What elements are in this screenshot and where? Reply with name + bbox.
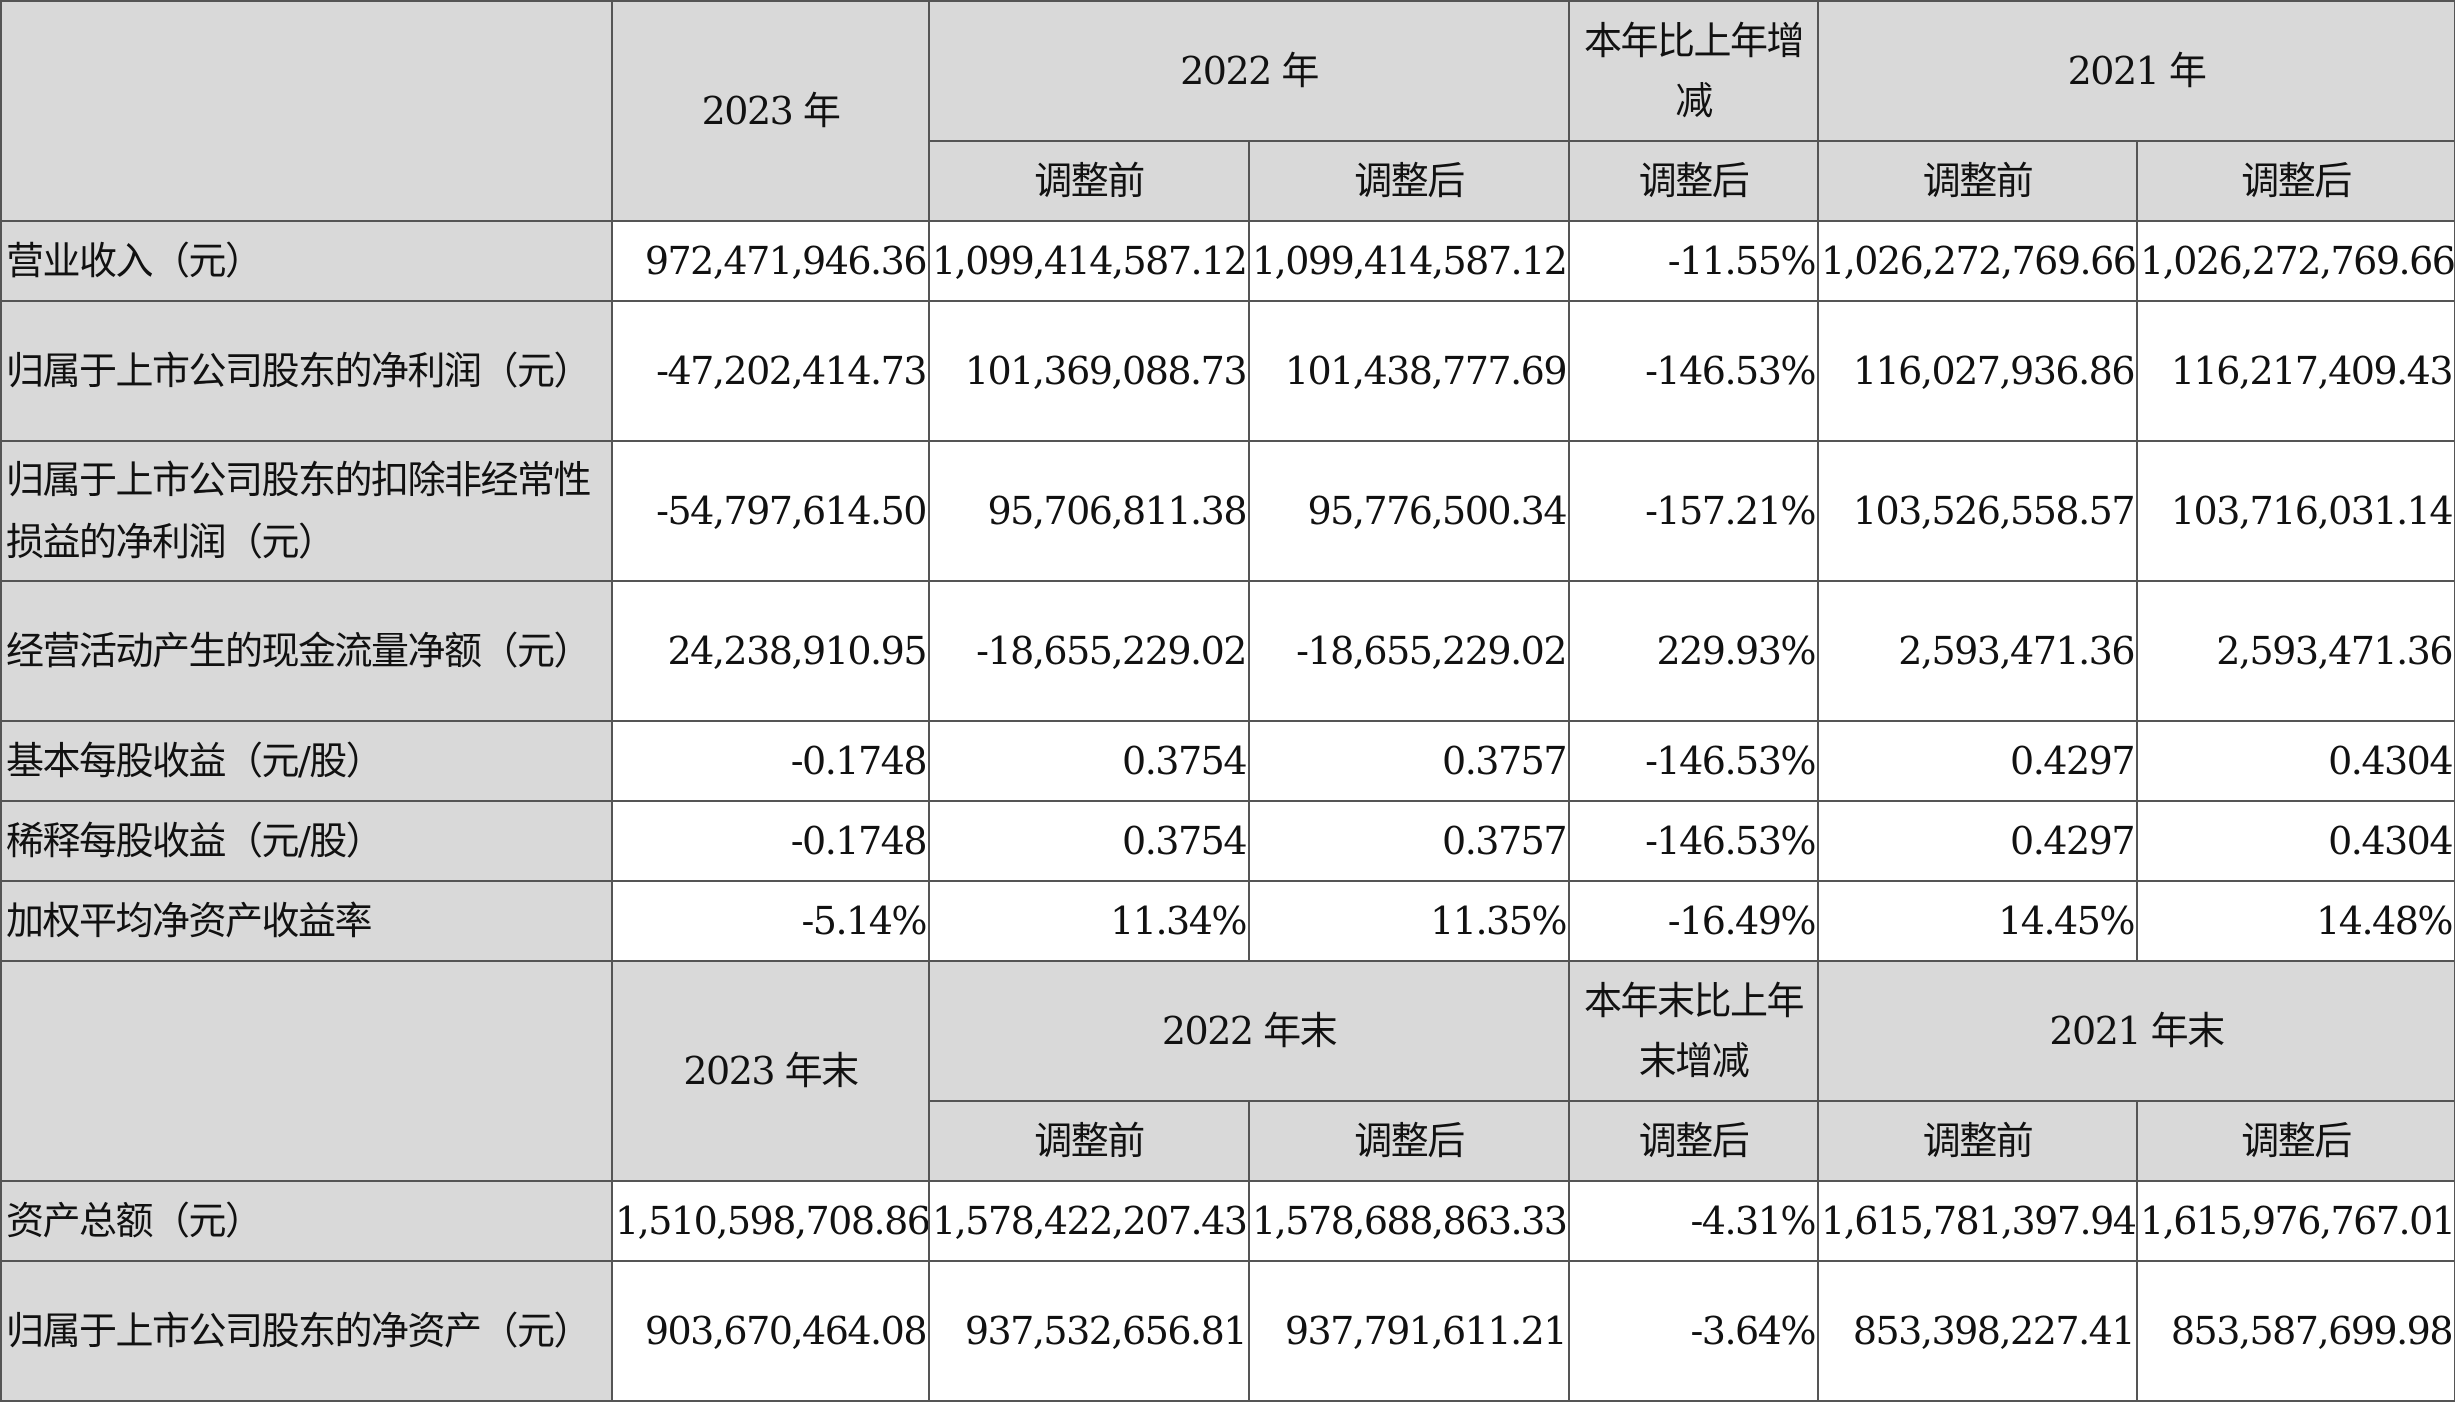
header-yearend-2021-after: 调整后: [2136, 1100, 2455, 1182]
header-year-2022: 2022 年: [927, 0, 1571, 142]
cell-2023: -54,797,614.50: [611, 440, 930, 582]
cell-2021-after: 853,587,699.98: [2136, 1260, 2455, 1402]
cell-2022-after: 1,099,414,587.12: [1247, 220, 1571, 302]
table-row: 归属于上市公司股东的净利润（元） -47,202,414.73 101,369,…: [0, 300, 2455, 442]
cell-2021-before: 14.45%: [1817, 880, 2139, 962]
header-change-after: 调整后: [1568, 140, 1820, 222]
row-label: 营业收入（元）: [0, 220, 613, 302]
header-yearend-2021-before: 调整前: [1817, 1100, 2139, 1182]
cell-2023: 1,510,598,708.86: [611, 1180, 930, 1262]
header-row-top: 2023 年 2022 年 本年比上年增减 2021 年: [0, 0, 2455, 222]
cell-2021-before: 853,398,227.41: [1817, 1260, 2139, 1402]
cell-2022-before: 0.3754: [928, 800, 1250, 882]
cell-2022-before: 101,369,088.73: [928, 300, 1250, 442]
header-yearend-change-after: 调整后: [1568, 1100, 1820, 1182]
row-label: 加权平均净资产收益率: [0, 880, 613, 962]
cell-2021-after: 0.4304: [2136, 800, 2455, 882]
cell-2022-after: 101,438,777.69: [1247, 300, 1571, 442]
table-row: 资产总额（元） 1,510,598,708.86 1,578,422,207.4…: [0, 1180, 2455, 1262]
table-row: 归属于上市公司股东的扣除非经常性损益的净利润（元） -54,797,614.50…: [0, 440, 2455, 582]
cell-2021-after: 14.48%: [2136, 880, 2455, 962]
cell-2023: -5.14%: [611, 880, 930, 962]
cell-2022-after: 11.35%: [1247, 880, 1571, 962]
cell-2022-before: 11.34%: [928, 880, 1250, 962]
row-label: 资产总额（元）: [0, 1180, 613, 1262]
header-yearend-2021: 2021 年末: [1817, 960, 2455, 1102]
header-row-bottom-sub: 调整前 调整后 调整后 调整前 调整后: [1, 1100, 2455, 1182]
cell-2023: -0.1748: [611, 800, 930, 882]
row-label: 归属于上市公司股东的扣除非经常性损益的净利润（元）: [0, 440, 613, 582]
row-label: 归属于上市公司股东的净资产（元）: [0, 1260, 613, 1402]
cell-2022-after: 937,791,611.21: [1247, 1260, 1571, 1402]
cell-2022-before: -18,655,229.02: [928, 580, 1250, 722]
cell-change: -4.31%: [1568, 1180, 1820, 1262]
cell-change: -157.21%: [1568, 440, 1820, 582]
cell-2023: -0.1748: [611, 720, 930, 802]
cell-change: -146.53%: [1568, 800, 1820, 882]
cell-2021-before: 103,526,558.57: [1817, 440, 2139, 582]
cell-2022-after: 0.3757: [1247, 720, 1571, 802]
cell-change: -16.49%: [1568, 880, 1820, 962]
header-year-2023: 2023 年: [611, 0, 930, 222]
cell-2021-before: 0.4297: [1817, 720, 2139, 802]
cell-2023: -47,202,414.73: [611, 300, 930, 442]
cell-2022-after: -18,655,229.02: [1247, 580, 1571, 722]
table-row: 经营活动产生的现金流量净额（元） 24,238,910.95 -18,655,2…: [0, 580, 2455, 722]
cell-2021-before: 1,615,781,397.94: [1817, 1180, 2139, 1262]
cell-2022-after: 1,578,688,863.33: [1247, 1180, 1571, 1262]
table-row: 加权平均净资产收益率 -5.14% 11.34% 11.35% -16.49% …: [0, 880, 2455, 962]
row-label: 稀释每股收益（元/股）: [0, 800, 613, 882]
cell-2021-after: 1,615,976,767.01: [2136, 1180, 2455, 1262]
cell-2022-before: 0.3754: [928, 720, 1250, 802]
cell-2023: 972,471,946.36: [611, 220, 930, 302]
cell-2023: 903,670,464.08: [611, 1260, 930, 1402]
cell-2022-before: 937,532,656.81: [928, 1260, 1250, 1402]
header-row-bottom: 2023 年末 2022 年末 本年末比上年末增减 2021 年末: [0, 960, 2455, 1182]
header-year-2021: 2021 年: [1817, 0, 2455, 142]
row-label: 基本每股收益（元/股）: [0, 720, 613, 802]
cell-change: -3.64%: [1568, 1260, 1820, 1402]
table-row: 归属于上市公司股东的净资产（元） 903,670,464.08 937,532,…: [0, 1260, 2455, 1402]
header-row-sub: 调整前 调整后 调整后 调整前 调整后: [1, 140, 2455, 222]
cell-2022-before: 95,706,811.38: [928, 440, 1250, 582]
cell-2021-after: 103,716,031.14: [2136, 440, 2455, 582]
header-yearend-change: 本年末比上年末增减: [1568, 960, 1820, 1102]
cell-change: -146.53%: [1568, 300, 1820, 442]
cell-change: -11.55%: [1568, 220, 1820, 302]
cell-2022-after: 0.3757: [1247, 800, 1571, 882]
cell-2023: 24,238,910.95: [611, 580, 930, 722]
header-corner-cell-bottom: [0, 960, 613, 1182]
cell-2021-before: 116,027,936.86: [1817, 300, 2139, 442]
cell-2021-after: 2,593,471.36: [2136, 580, 2455, 722]
cell-2021-before: 1,026,272,769.66: [1817, 220, 2139, 302]
cell-2022-before: 1,578,422,207.43: [928, 1180, 1250, 1262]
cell-change: -146.53%: [1568, 720, 1820, 802]
header-2021-after: 调整后: [2136, 140, 2455, 222]
cell-2021-after: 116,217,409.43: [2136, 300, 2455, 442]
header-2021-before: 调整前: [1817, 140, 2139, 222]
header-2022-after: 调整后: [1247, 140, 1571, 222]
cell-2021-after: 1,026,272,769.66: [2136, 220, 2455, 302]
table-row: 基本每股收益（元/股） -0.1748 0.3754 0.3757 -146.5…: [0, 720, 2455, 802]
header-yearend-2022: 2022 年末: [927, 960, 1571, 1102]
row-label: 归属于上市公司股东的净利润（元）: [0, 300, 613, 442]
table-row: 稀释每股收益（元/股） -0.1748 0.3754 0.3757 -146.5…: [0, 800, 2455, 882]
cell-2021-after: 0.4304: [2136, 720, 2455, 802]
header-change: 本年比上年增减: [1568, 0, 1820, 142]
cell-2022-before: 1,099,414,587.12: [928, 220, 1250, 302]
cell-2022-after: 95,776,500.34: [1247, 440, 1571, 582]
table-row: 营业收入（元） 972,471,946.36 1,099,414,587.12 …: [0, 220, 2455, 302]
row-label: 经营活动产生的现金流量净额（元）: [0, 580, 613, 722]
cell-2021-before: 0.4297: [1817, 800, 2139, 882]
cell-change: 229.93%: [1568, 580, 1820, 722]
header-yearend-2022-after: 调整后: [1247, 1100, 1571, 1182]
header-corner-cell: [0, 0, 613, 222]
header-2022-before: 调整前: [928, 140, 1250, 222]
header-yearend-2023: 2023 年末: [611, 960, 930, 1182]
cell-2021-before: 2,593,471.36: [1817, 580, 2139, 722]
header-yearend-2022-before: 调整前: [928, 1100, 1250, 1182]
